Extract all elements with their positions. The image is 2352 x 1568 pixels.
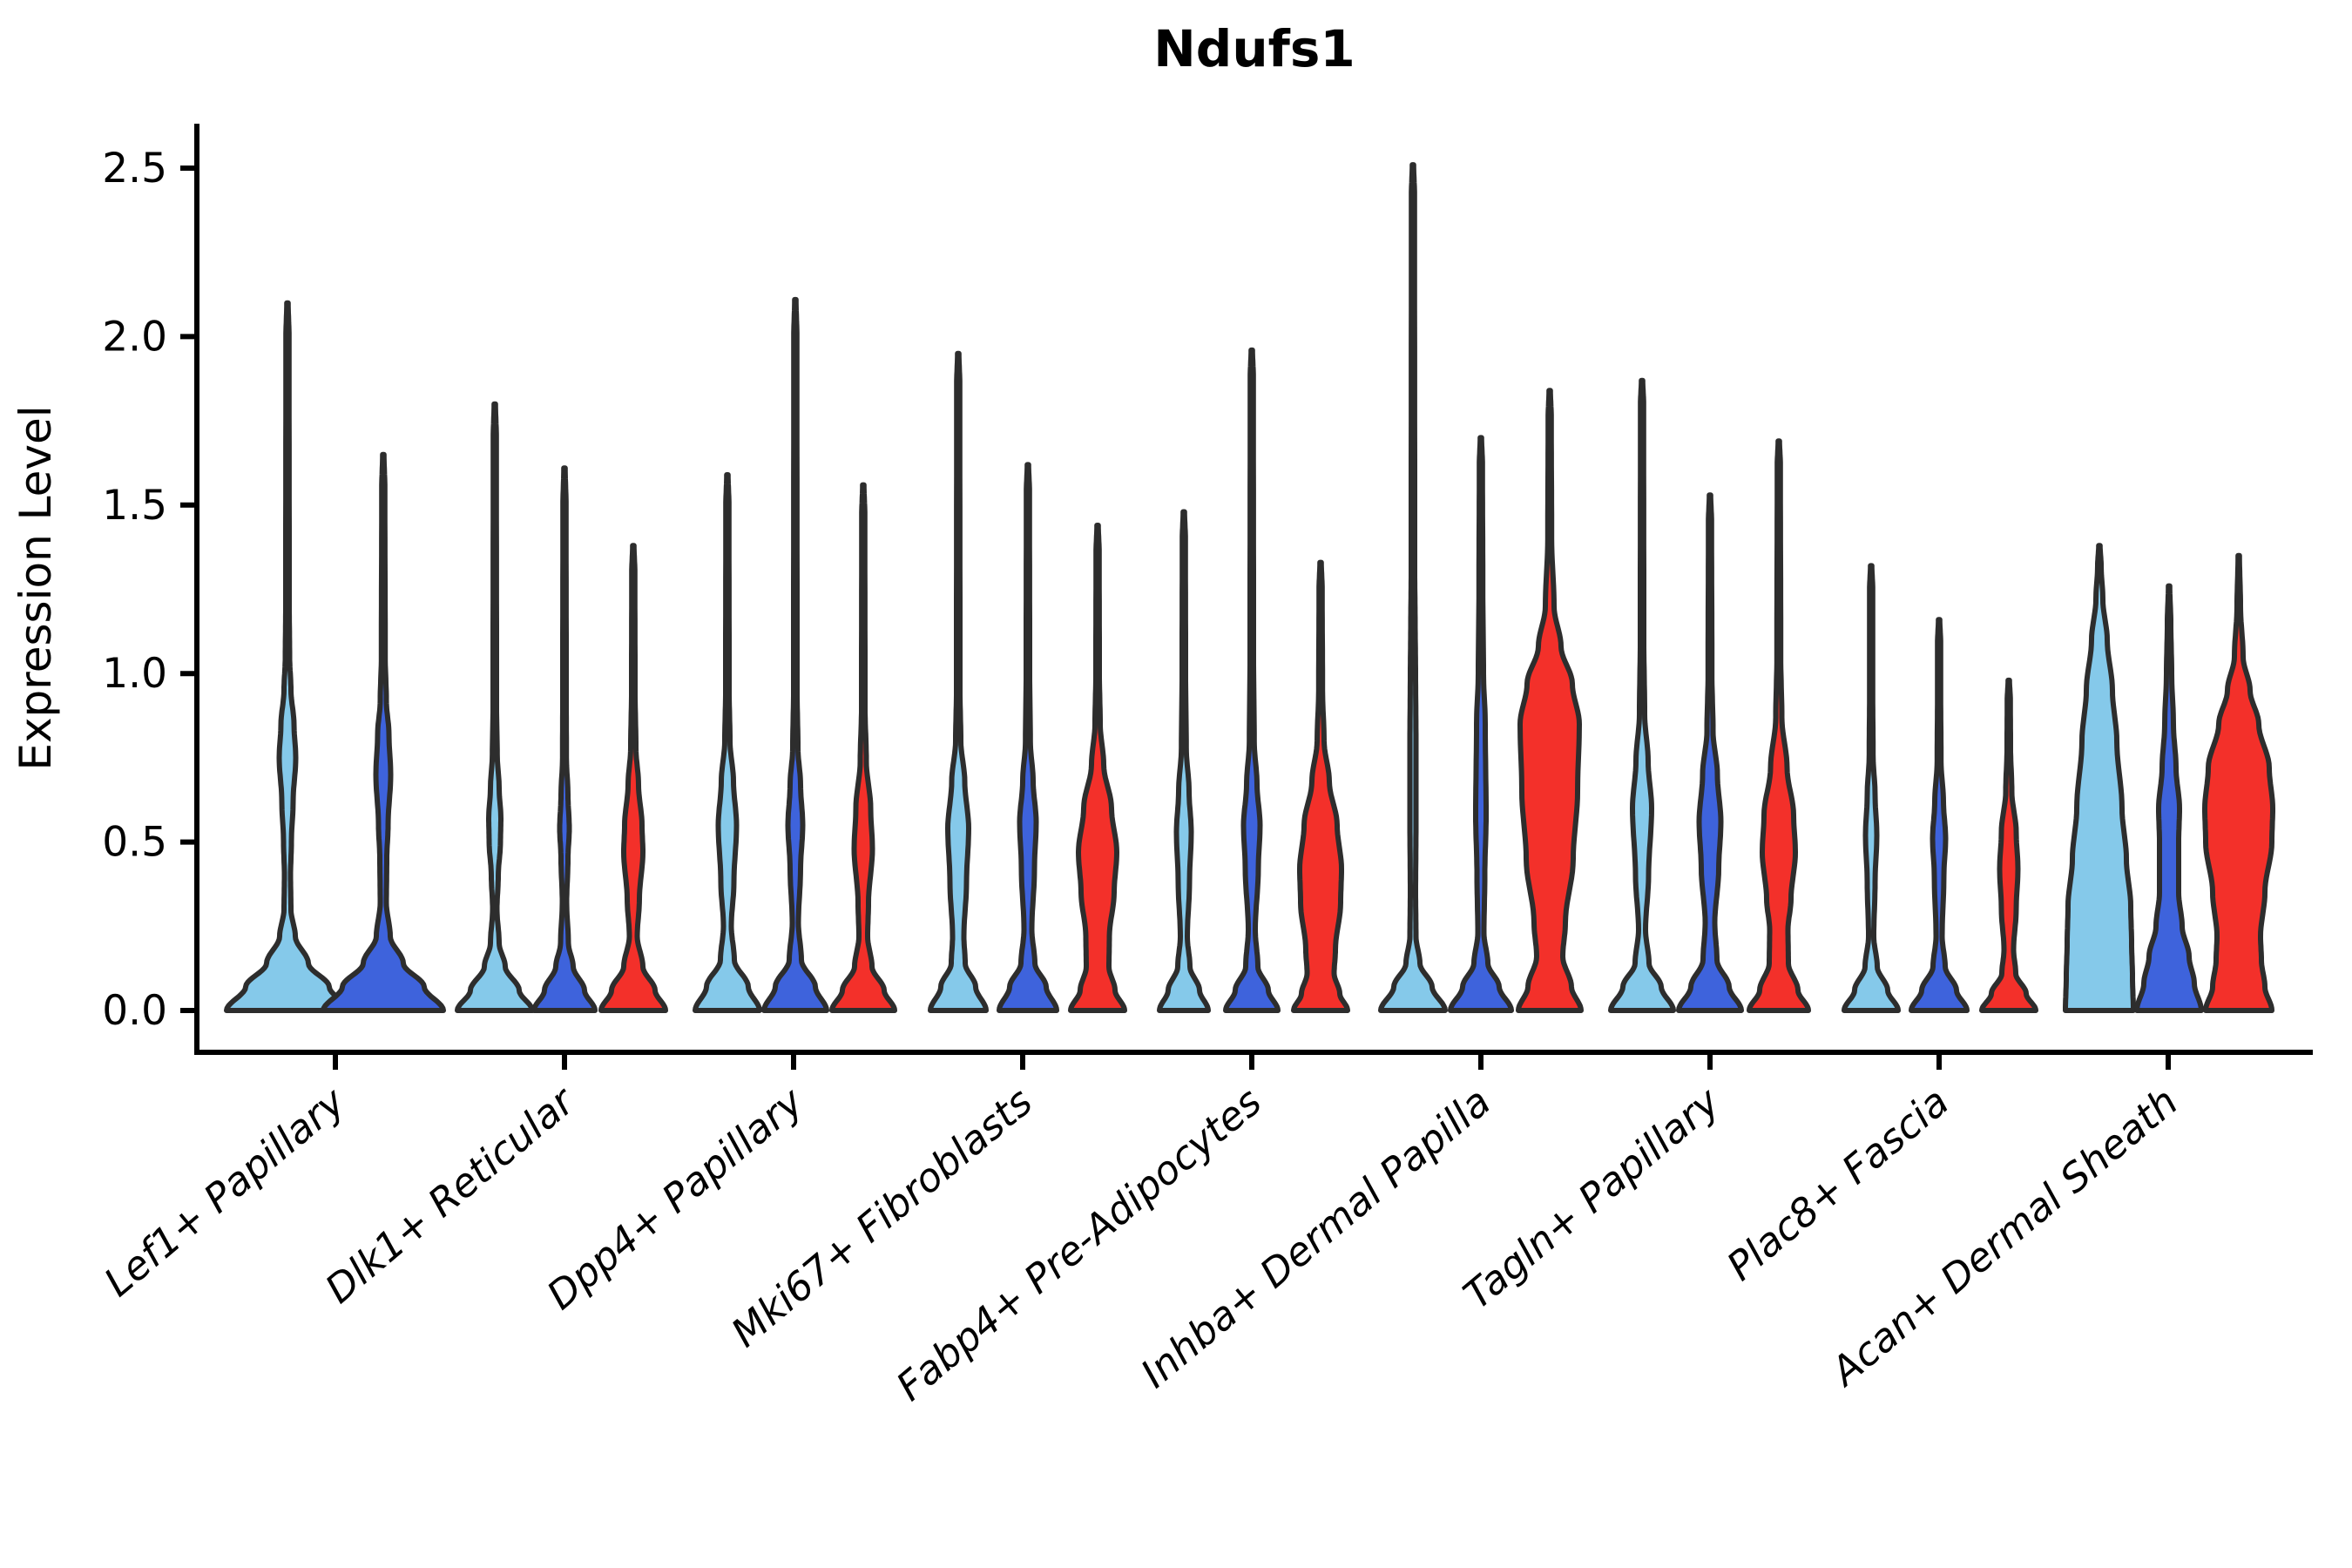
violin-acan-light_blue <box>2063 543 2136 1013</box>
violin-tagln-light_blue <box>1608 377 1676 1013</box>
y-tick-label: 2.5 <box>102 145 167 193</box>
violins-layer <box>224 162 2275 1013</box>
y-tick-label: 2.0 <box>102 313 167 361</box>
y-tick-label: 1.5 <box>102 482 167 530</box>
violin-mki67-red <box>1068 523 1127 1013</box>
violin-fabp4-dark_blue <box>1223 347 1281 1013</box>
violin-dpp4-light_blue <box>693 472 762 1013</box>
x-tick-label: Lef1+ Papillary <box>95 1078 355 1306</box>
violin-plac8-red <box>1979 677 2038 1013</box>
y-tick-label: 0.0 <box>102 987 167 1035</box>
violin-acan-dark_blue <box>2134 583 2204 1013</box>
violin-inhba-light_blue <box>1378 162 1448 1013</box>
violin-acan-red <box>2202 552 2275 1013</box>
y-axis-label: Expression Level <box>10 405 61 770</box>
violin-tagln-dark_blue <box>1676 492 1744 1013</box>
violin-dpp4-dark_blue <box>761 296 829 1013</box>
x-tick-label: Plac8+ Fascia <box>1718 1078 1957 1290</box>
violin-fabp4-red <box>1291 559 1350 1013</box>
violin-dpp4-red <box>829 482 897 1013</box>
violin-inhba-dark_blue <box>1448 435 1514 1013</box>
violin-inhba-red <box>1516 388 1584 1013</box>
violin-dlk1-light_blue <box>455 401 535 1013</box>
chart-title: Ndufs1 <box>1153 19 1355 78</box>
y-tick-label: 1.0 <box>102 650 167 698</box>
violin-plac8-light_blue <box>1842 563 1901 1013</box>
violin-dlk1-red <box>598 543 668 1013</box>
violin-fabp4-light_blue <box>1157 509 1211 1013</box>
violin-mki67-dark_blue <box>997 462 1059 1013</box>
violin-lef1-light_blue <box>224 300 351 1013</box>
y-axis-ticks: 0.0 0.5 1.0 1.5 2.0 2.5 <box>102 145 197 1035</box>
violin-mki67-light_blue <box>928 350 989 1013</box>
violin-plac8-dark_blue <box>1909 617 1970 1013</box>
violin-dlk1-dark_blue <box>531 465 598 1013</box>
violin-tagln-red <box>1747 438 1811 1013</box>
violin-lef1-dark_blue <box>321 451 446 1013</box>
y-tick-label: 0.5 <box>102 819 167 867</box>
x-tick-label: Fabp4+ Pre-Adipocytes <box>888 1078 1270 1410</box>
